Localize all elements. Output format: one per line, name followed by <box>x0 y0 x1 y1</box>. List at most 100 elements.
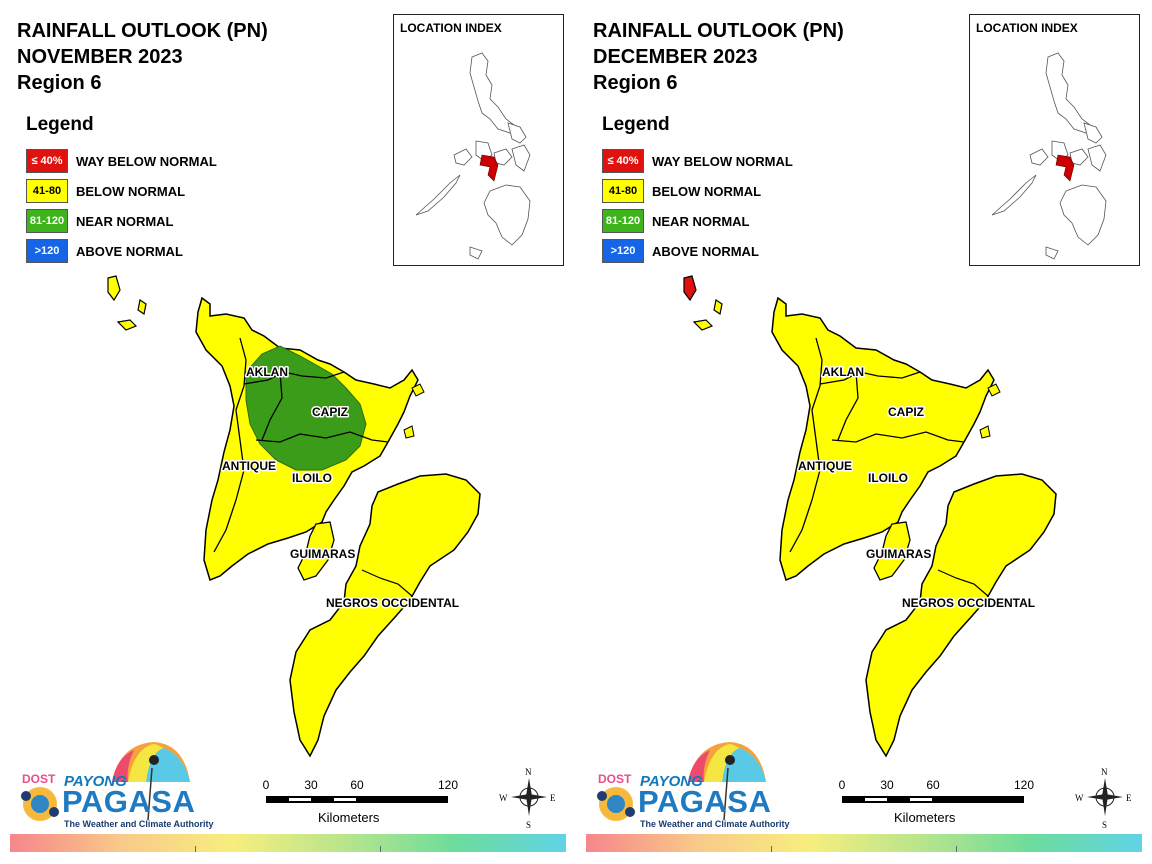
title-line-2: DECEMBER 2023 <box>593 46 758 68</box>
north-arrow: N S E W <box>499 766 559 830</box>
legend-title: Legend <box>26 114 94 135</box>
color-band <box>10 834 566 852</box>
scale-tick: 30 <box>880 778 894 792</box>
logo-dost-text: DOST <box>22 772 56 786</box>
legend-label: ABOVE NORMAL <box>652 243 759 259</box>
scale-bar: 0 30 60 120 Kilometers <box>836 778 1036 828</box>
island-small <box>692 319 714 331</box>
location-index-inset: LOCATION INDEX <box>969 14 1140 266</box>
legend-label: BELOW NORMAL <box>652 183 762 199</box>
outlook-panel-december: RAINFALL OUTLOOK (PN) DECEMBER 2023 Regi… <box>576 0 1152 864</box>
compass-n: N <box>1101 767 1108 777</box>
province-borders <box>789 337 965 553</box>
scale-bar-graphic <box>842 796 1024 803</box>
legend-swatch: 81-120 <box>602 209 644 233</box>
label-negros: NEGROS OCCIDENTAL <box>326 596 459 610</box>
region6-highlight <box>479 154 499 182</box>
compass-w: W <box>1075 793 1084 803</box>
title-line-3: Region 6 <box>17 72 102 94</box>
label-iloilo: ILOILO <box>868 471 908 485</box>
label-negros: NEGROS OCCIDENTAL <box>902 596 1035 610</box>
scale-tick: 0 <box>262 778 270 792</box>
legend-swatch: 41-80 <box>26 179 68 203</box>
compass-rose-icon: N S E W <box>499 767 556 830</box>
island-small <box>116 319 138 331</box>
logo-payong-text: PAYONG <box>64 773 127 790</box>
logo-pagasa-text: PAGASA <box>638 784 772 819</box>
legend-item-way-below: ≤ 40% WAY BELOW NORMAL <box>26 146 217 176</box>
map-title: RAINFALL OUTLOOK (PN) NOVEMBER 2023 Regi… <box>17 18 268 96</box>
island-north-way-below <box>683 275 697 302</box>
location-index-inset: LOCATION INDEX <box>393 14 564 266</box>
islet <box>987 383 1001 397</box>
title-line-2: NOVEMBER 2023 <box>17 46 183 68</box>
legend-item-near: 81-120 NEAR NORMAL <box>26 206 217 236</box>
compass-rose-icon: N S E W <box>1075 767 1132 830</box>
island-small <box>137 299 147 315</box>
legend-item-way-below: ≤ 40% WAY BELOW NORMAL <box>602 146 793 176</box>
logo-pagasa-text: PAGASA <box>62 784 196 819</box>
legend: Legend ≤ 40% WAY BELOW NORMAL 41-80 BELO… <box>26 114 217 266</box>
scale-tick: 30 <box>304 778 318 792</box>
scale-bar-graphic <box>266 796 448 803</box>
pagasa-logo: DOST PAYONG PAGASA The Weather and Clima… <box>18 740 214 835</box>
logo-payong-text: PAYONG <box>640 773 703 790</box>
outlook-panel-november: RAINFALL OUTLOOK (PN) NOVEMBER 2023 Regi… <box>10 14 566 852</box>
umbrella-icon <box>21 742 190 821</box>
region-map: AKLAN CAPIZ ANTIQUE ILOILO GUIMARAS NEGR… <box>107 275 481 758</box>
philippines-index-map <box>415 52 531 260</box>
pagasa-logo: DOST PAYONG PAGASA The Weather and Clima… <box>594 740 790 835</box>
legend-swatch: ≤ 40% <box>26 149 68 173</box>
label-guimaras: GUIMARAS <box>866 547 931 561</box>
compass-e: E <box>1126 793 1132 803</box>
guimaras-island <box>873 521 911 581</box>
region6-highlight <box>1055 154 1075 182</box>
compass-e: E <box>550 793 556 803</box>
legend-item-below: 41-80 BELOW NORMAL <box>602 176 793 206</box>
legend-item-above: >120 ABOVE NORMAL <box>26 236 217 266</box>
logo-tagline: The Weather and Climate Authority <box>64 819 214 829</box>
legend-swatch: >120 <box>602 239 644 263</box>
scale-tick: 120 <box>437 778 459 792</box>
label-guimaras: GUIMARAS <box>290 547 355 561</box>
location-index-title: LOCATION INDEX <box>400 21 502 35</box>
guimaras-island <box>297 521 335 581</box>
compass-s: S <box>526 820 531 830</box>
legend-item-below: 41-80 BELOW NORMAL <box>26 176 217 206</box>
location-index-title: LOCATION INDEX <box>976 21 1078 35</box>
title-line-1: RAINFALL OUTLOOK (PN) <box>593 20 844 42</box>
compass-n: N <box>525 767 532 777</box>
province-borders <box>213 337 389 553</box>
label-aklan: AKLAN <box>822 365 864 379</box>
negros-occidental <box>289 473 481 758</box>
negros-occidental <box>865 473 1057 758</box>
scale-tick: 120 <box>1013 778 1035 792</box>
islet <box>979 425 991 439</box>
scale-unit: Kilometers <box>894 810 956 825</box>
panay-island <box>771 296 995 582</box>
scale-tick: 0 <box>838 778 846 792</box>
philippines-index-map <box>991 52 1107 260</box>
scale-bar: 0 30 60 120 Kilometers <box>260 778 460 828</box>
legend-swatch: >120 <box>26 239 68 263</box>
legend-label: ABOVE NORMAL <box>76 243 183 259</box>
title-line-3: Region 6 <box>593 72 678 94</box>
islet <box>403 425 415 439</box>
logo-tagline: The Weather and Climate Authority <box>640 819 790 829</box>
compass-s: S <box>1102 820 1107 830</box>
island-small <box>713 299 723 315</box>
color-band <box>586 834 1142 852</box>
map-title: RAINFALL OUTLOOK (PN) DECEMBER 2023 Regi… <box>593 18 844 96</box>
legend-label: NEAR NORMAL <box>652 213 750 229</box>
label-iloilo: ILOILO <box>292 471 332 485</box>
legend-label: WAY BELOW NORMAL <box>76 153 217 169</box>
legend-item-above: >120 ABOVE NORMAL <box>602 236 793 266</box>
label-antique: ANTIQUE <box>798 459 852 473</box>
legend-swatch: ≤ 40% <box>602 149 644 173</box>
umbrella-icon <box>597 742 766 821</box>
legend-swatch: 81-120 <box>26 209 68 233</box>
label-aklan: AKLAN <box>246 365 288 379</box>
islet <box>411 383 425 397</box>
label-capiz: CAPIZ <box>888 405 924 419</box>
logo-dost-text: DOST <box>598 772 632 786</box>
